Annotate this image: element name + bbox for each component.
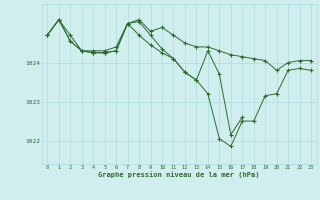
X-axis label: Graphe pression niveau de la mer (hPa): Graphe pression niveau de la mer (hPa) [99,172,260,178]
